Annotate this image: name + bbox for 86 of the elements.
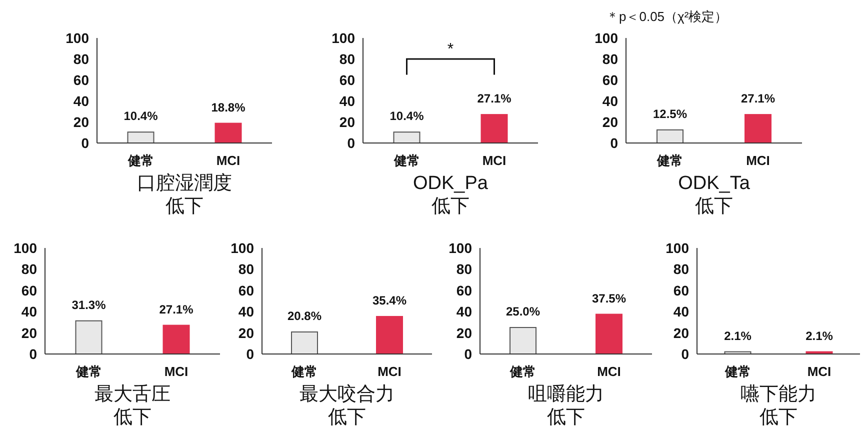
y-tick-label: 80	[673, 261, 690, 278]
text: 咀嚼能力	[528, 384, 604, 405]
y-tick-label: 60	[456, 282, 472, 298]
y-tick-label: 40	[339, 93, 356, 109]
text: 低下	[760, 407, 798, 428]
y-tick-label: 100	[66, 30, 90, 46]
y-tick-label: 60	[73, 72, 90, 88]
y-tick-label: 100	[594, 30, 618, 46]
x-tick-label: MCI	[164, 364, 188, 379]
data-label: 27.1%	[159, 302, 194, 316]
y-tick-label: 0	[610, 135, 618, 151]
text: ODK_Pa	[413, 173, 488, 194]
y-tick-label: 100	[14, 240, 38, 256]
y-tick-label: 0	[29, 346, 38, 362]
text: 最大舌圧	[94, 384, 170, 405]
y-tick-label: 40	[21, 304, 38, 320]
data-label: 27.1%	[477, 92, 512, 106]
y-tick-label: 0	[347, 135, 356, 151]
x-tick-label: 健常	[126, 153, 154, 168]
text: 口腔湿潤度	[137, 172, 232, 194]
x-tick-label: 健常	[290, 364, 318, 379]
y-tick-label: 20	[456, 324, 472, 341]
y-tick-label: 20	[602, 114, 618, 130]
y-tick-label: 100	[332, 30, 356, 46]
x-tick-label: 健常	[509, 364, 536, 379]
data-label: 18.8%	[211, 100, 246, 114]
y-tick-label: 100	[448, 240, 472, 256]
y-tick-label: 80	[456, 261, 472, 278]
y-tick-label: 80	[238, 261, 254, 278]
y-tick-label: 40	[73, 93, 90, 109]
y-tick-label: 40	[673, 304, 690, 320]
annotation: *	[447, 41, 454, 58]
text: 低下	[328, 407, 366, 428]
data-label: 27.1%	[740, 92, 776, 106]
data-label: 10.4%	[124, 109, 158, 124]
y-tick-label: 80	[21, 261, 38, 278]
x-tick-label: 健常	[392, 153, 420, 168]
y-tick-label: 0	[681, 346, 690, 362]
text: 低下	[114, 407, 152, 428]
text: 最大咬合力	[300, 383, 394, 405]
x-tick-label: MCI	[482, 153, 506, 168]
y-tick-label: 20	[238, 324, 254, 341]
y-tick-label: 80	[339, 51, 356, 67]
text: ODK_Ta	[678, 173, 750, 194]
y-tick-label: 40	[456, 304, 472, 320]
data-label: 25.0%	[506, 304, 540, 318]
y-tick-label: 60	[339, 72, 356, 88]
x-tick-label: MCI	[807, 364, 832, 379]
y-tick-label: 0	[81, 135, 90, 151]
x-tick-label: 健常	[74, 364, 102, 379]
y-tick-label: 60	[673, 282, 690, 298]
y-tick-label: 60	[238, 282, 254, 298]
y-tick-label: 20	[673, 324, 690, 341]
y-tick-label: 80	[73, 51, 90, 67]
y-tick-label: 100	[230, 240, 254, 256]
y-tick-label: 0	[464, 346, 472, 362]
x-tick-label: 健常	[656, 153, 683, 168]
text: 低下	[432, 196, 470, 217]
x-tick-label: MCI	[216, 153, 240, 168]
text: 低下	[695, 196, 733, 217]
text: ＊p＜0.05（χ²検定）	[606, 9, 728, 24]
y-tick-label: 40	[602, 93, 618, 109]
y-tick-label: 100	[666, 240, 690, 256]
x-tick-label: MCI	[378, 364, 402, 379]
text: 低下	[547, 407, 585, 428]
y-tick-label: 60	[21, 282, 38, 298]
y-tick-label: 20	[21, 324, 38, 341]
y-tick-label: 20	[73, 114, 90, 130]
text: 低下	[166, 196, 204, 217]
x-tick-label: MCI	[597, 364, 621, 379]
y-tick-label: 80	[602, 51, 618, 67]
data-label: 2.1%	[724, 328, 752, 343]
x-tick-label: 健常	[724, 364, 751, 379]
text: 嚥下能力	[740, 384, 816, 405]
y-tick-label: 40	[238, 304, 254, 320]
y-tick-label: 20	[339, 114, 356, 130]
data-label: 37.5%	[592, 291, 626, 306]
data-label: 35.4%	[372, 293, 407, 308]
data-label: 10.4%	[390, 109, 424, 124]
x-tick-label: MCI	[746, 153, 770, 168]
data-label: 2.1%	[806, 328, 834, 343]
y-tick-label: 60	[602, 72, 618, 88]
data-label: 12.5%	[652, 106, 688, 121]
data-label: 31.3%	[72, 298, 106, 312]
data-label: 20.8%	[287, 308, 322, 323]
y-tick-label: 0	[246, 346, 254, 362]
